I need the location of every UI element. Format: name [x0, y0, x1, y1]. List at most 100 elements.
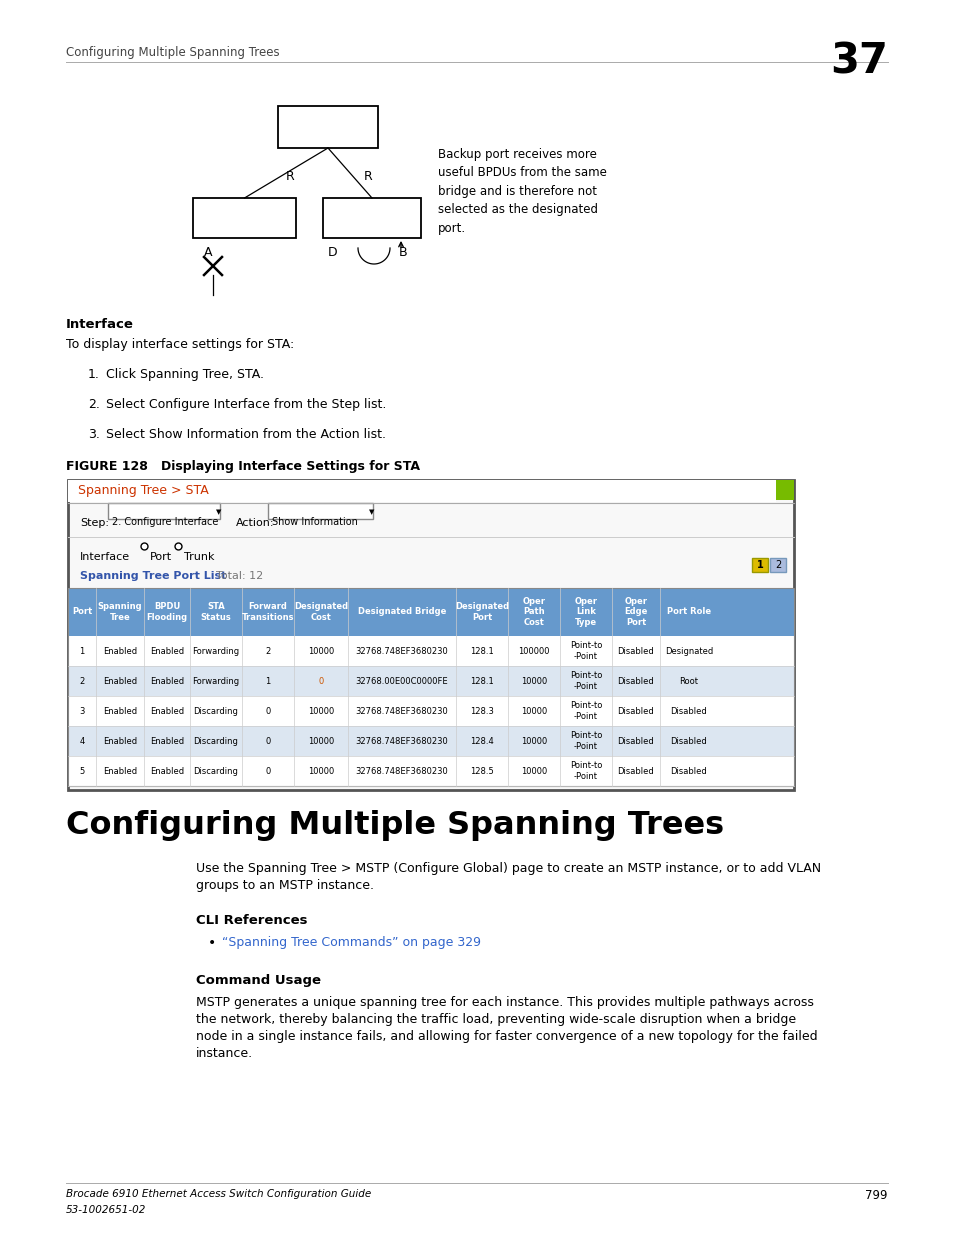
Text: 10000: 10000 [520, 736, 547, 746]
Text: Disabled: Disabled [617, 646, 654, 656]
Text: Port: Port [150, 552, 172, 562]
Text: 2: 2 [79, 677, 85, 685]
Text: Show Information: Show Information [272, 517, 357, 527]
Text: Enabled: Enabled [150, 767, 184, 776]
Text: 10000: 10000 [520, 706, 547, 715]
Text: Select Show Information from the Action list.: Select Show Information from the Action … [106, 429, 386, 441]
Bar [68, 697, 793, 726]
Text: 2.: 2. [88, 398, 100, 411]
Text: Disabled: Disabled [617, 677, 654, 685]
Bar [277, 106, 377, 148]
Text: Root: Root [679, 677, 698, 685]
Text: Forwarding: Forwarding [193, 646, 239, 656]
Text: 32768.748EF3680230: 32768.748EF3680230 [355, 736, 448, 746]
Text: 128.4: 128.4 [470, 736, 494, 746]
Text: Disabled: Disabled [617, 767, 654, 776]
Text: Disabled: Disabled [617, 736, 654, 746]
Text: 2: 2 [265, 646, 271, 656]
Text: 10000: 10000 [520, 767, 547, 776]
Text: 37: 37 [829, 40, 887, 82]
Text: Enabled: Enabled [150, 736, 184, 746]
Text: R: R [285, 169, 294, 183]
Text: 128.3: 128.3 [470, 706, 494, 715]
Bar [323, 198, 420, 238]
Text: Oper
Edge
Port: Oper Edge Port [623, 597, 647, 627]
Text: 100000: 100000 [517, 646, 549, 656]
Text: 53-1002651-02: 53-1002651-02 [66, 1205, 146, 1215]
Text: Enabled: Enabled [150, 646, 184, 656]
Bar [68, 756, 793, 785]
Text: 32768.00E00C0000FE: 32768.00E00C0000FE [355, 677, 448, 685]
Text: Select Configure Interface from the Step list.: Select Configure Interface from the Step… [106, 398, 386, 411]
Text: groups to an MSTP instance.: groups to an MSTP instance. [195, 879, 374, 892]
Text: 10000: 10000 [308, 646, 334, 656]
Text: Enabled: Enabled [150, 706, 184, 715]
Text: 2. Configure Interface: 2. Configure Interface [112, 517, 218, 527]
Text: 32768.748EF3680230: 32768.748EF3680230 [355, 646, 448, 656]
Text: “Spanning Tree Commands” on page 329: “Spanning Tree Commands” on page 329 [222, 936, 480, 948]
Text: 10000: 10000 [308, 767, 334, 776]
Text: 2: 2 [774, 559, 781, 571]
Text: Oper
Link
Type: Oper Link Type [574, 597, 597, 627]
Text: 4: 4 [79, 736, 85, 746]
Text: Spanning Tree > STA: Spanning Tree > STA [78, 484, 209, 496]
Bar [108, 503, 220, 519]
Text: ▼: ▼ [215, 509, 221, 515]
Text: B: B [398, 246, 407, 259]
Text: Step:: Step: [80, 517, 109, 529]
Text: •: • [208, 936, 216, 950]
Text: Spanning
Tree: Spanning Tree [97, 603, 142, 621]
Text: Click Spanning Tree, STA.: Click Spanning Tree, STA. [106, 368, 264, 382]
Text: Designated
Port: Designated Port [455, 603, 509, 621]
Bar [769, 558, 785, 572]
Text: Port: Port [71, 608, 92, 616]
Text: Enabled: Enabled [103, 677, 137, 685]
Text: Enabled: Enabled [103, 736, 137, 746]
Text: Interface: Interface [66, 317, 133, 331]
Text: Disabled: Disabled [617, 706, 654, 715]
Text: Brocade 6910 Ethernet Access Switch Configuration Guide: Brocade 6910 Ethernet Access Switch Conf… [66, 1189, 371, 1199]
Bar [68, 666, 793, 697]
Bar [751, 558, 767, 572]
Text: FIGURE 128   Displaying Interface Settings for STA: FIGURE 128 Displaying Interface Settings… [66, 459, 419, 473]
Text: Forward
Transitions: Forward Transitions [241, 603, 294, 621]
Text: Oper
Path
Cost: Oper Path Cost [522, 597, 545, 627]
Text: 0: 0 [265, 706, 271, 715]
Text: Total: 12: Total: 12 [215, 571, 263, 580]
Text: 799: 799 [864, 1189, 887, 1202]
Bar [68, 480, 775, 501]
Text: 1.: 1. [88, 368, 100, 382]
Text: Point-to
-Point: Point-to -Point [569, 701, 601, 721]
Bar [68, 636, 793, 666]
Text: Disabled: Disabled [670, 706, 706, 715]
Text: Use the Spanning Tree > MSTP (Configure Global) page to create an MSTP instance,: Use the Spanning Tree > MSTP (Configure … [195, 862, 821, 876]
Text: 10000: 10000 [308, 706, 334, 715]
Text: BPDU
Flooding: BPDU Flooding [146, 603, 188, 621]
Bar [68, 588, 793, 636]
Text: 5: 5 [79, 767, 85, 776]
Text: A: A [204, 246, 212, 259]
Text: Designated: Designated [664, 646, 713, 656]
Text: Discarding: Discarding [193, 767, 238, 776]
Text: Point-to
-Point: Point-to -Point [569, 672, 601, 690]
Text: node in a single instance fails, and allowing for faster convergence of a new to: node in a single instance fails, and all… [195, 1030, 817, 1044]
Text: Disabled: Disabled [670, 767, 706, 776]
Text: 10000: 10000 [520, 677, 547, 685]
Text: 32768.748EF3680230: 32768.748EF3680230 [355, 767, 448, 776]
Text: To display interface settings for STA:: To display interface settings for STA: [66, 338, 294, 351]
Bar [268, 503, 373, 519]
Text: CLI References: CLI References [195, 914, 307, 927]
Text: Designated Bridge: Designated Bridge [357, 608, 446, 616]
Text: Point-to
-Point: Point-to -Point [569, 761, 601, 781]
Text: Configuring Multiple Spanning Trees: Configuring Multiple Spanning Trees [66, 810, 723, 841]
Text: Discarding: Discarding [193, 706, 238, 715]
Text: Enabled: Enabled [103, 767, 137, 776]
Text: 1: 1 [79, 646, 85, 656]
Text: 1: 1 [756, 559, 762, 571]
Text: Enabled: Enabled [150, 677, 184, 685]
Text: 128.1: 128.1 [470, 646, 494, 656]
Text: Command Usage: Command Usage [195, 974, 320, 987]
Text: Forwarding: Forwarding [193, 677, 239, 685]
Text: Point-to
-Point: Point-to -Point [569, 731, 601, 751]
Text: Port Role: Port Role [666, 608, 710, 616]
